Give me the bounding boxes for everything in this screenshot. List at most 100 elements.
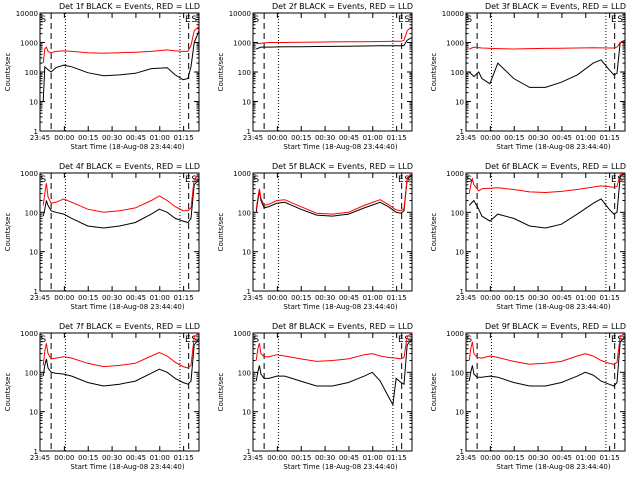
series-line-events (42, 30, 200, 102)
chart-panel-1: Det 1f BLACK = Events, RED = LLD 1 10 100 10… (4, 2, 200, 151)
x-tick-label: 01:15 (387, 134, 407, 142)
x-axis-label: Start Time (18-Aug-08 23:44:40) (496, 463, 610, 471)
x-tick-label: 23:45 (30, 294, 50, 302)
event-marker-e: E (398, 175, 404, 185)
y-axis-label: Counts/sec (4, 213, 12, 252)
plot-frame (252, 12, 413, 132)
x-tick-label: 00:00 (480, 454, 500, 462)
x-tick-label: 00:15 (78, 294, 98, 302)
y-tick-label: 1000 (446, 330, 464, 338)
series-line-events (42, 178, 200, 229)
event-marker-s: S (40, 15, 46, 25)
y-tick-label: 1 (247, 448, 251, 456)
x-tick-label: 00:15 (504, 294, 524, 302)
y-tick-label: 100 (25, 369, 38, 377)
x-tick-label: 23:45 (30, 454, 50, 462)
series-line-lld (469, 40, 626, 50)
x-axis-label: Start Time (18-Aug-08 23:44:40) (70, 303, 184, 311)
event-marker-s: S (466, 15, 472, 25)
x-tick-label: 00:45 (339, 454, 359, 462)
x-tick-label: 01:00 (576, 134, 596, 142)
chart-title: Det 9f BLACK = Events, RED = LLD (485, 322, 626, 331)
chart-title: Det 3f BLACK = Events, RED = LLD (485, 2, 626, 11)
plot-frame (39, 332, 200, 452)
x-tick-label: 01:15 (600, 134, 620, 142)
x-tick-label: 01:15 (387, 454, 407, 462)
y-axis-label: Counts/sec (217, 213, 225, 252)
x-tick-label: 00:15 (78, 454, 98, 462)
chart-panel-5: Det 5f BLACK = Events, RED = LLD 1 10 100 10… (217, 162, 413, 311)
chart-panel-8: Det 8f BLACK = Events, RED = LLD 1 10 100 10… (217, 322, 413, 471)
x-axis-label: Start Time (18-Aug-08 23:44:40) (496, 143, 610, 151)
x-tick-label: 01:00 (363, 294, 383, 302)
series-line-lld (256, 26, 413, 45)
series-line-lld (42, 174, 200, 213)
y-tick-label: 10000 (442, 10, 464, 18)
x-tick-label: 00:45 (126, 294, 146, 302)
chart-title: Det 1f BLACK = Events, RED = LLD (59, 2, 200, 11)
y-tick-label: 10 (455, 99, 464, 107)
x-tick-label: 00:15 (504, 134, 524, 142)
y-tick-label: 10 (29, 249, 38, 257)
x-tick-label: 01:00 (150, 134, 170, 142)
y-tick-label: 1000 (233, 330, 251, 338)
x-tick-label: 23:45 (456, 454, 476, 462)
event-marker-e: E (611, 335, 617, 345)
series-line-events (256, 36, 413, 50)
y-tick-label: 1000 (20, 40, 38, 48)
x-tick-label: 00:45 (552, 294, 572, 302)
event-marker-s: S (466, 335, 472, 345)
plot-frame (39, 172, 200, 292)
y-tick-label: 1 (34, 128, 38, 136)
x-tick-label: 01:00 (363, 454, 383, 462)
event-marker-s: S (404, 335, 410, 345)
event-marker-e: E (185, 15, 191, 25)
y-tick-label: 1 (460, 288, 464, 296)
y-axis-label: Counts/sec (217, 373, 225, 412)
y-tick-label: 1 (460, 128, 464, 136)
y-tick-label: 1000 (20, 170, 38, 178)
y-tick-label: 100 (25, 69, 38, 77)
y-axis-label: Counts/sec (4, 53, 12, 92)
x-tick-label: 23:45 (243, 134, 263, 142)
plot-frame (39, 12, 200, 132)
chart-title: Det 4f BLACK = Events, RED = LLD (59, 162, 200, 171)
event-marker-s: S (466, 175, 472, 185)
x-axis-label: Start Time (18-Aug-08 23:44:40) (70, 463, 184, 471)
series-line-events (468, 39, 626, 88)
x-tick-label: 01:15 (600, 454, 620, 462)
x-tick-label: 01:15 (600, 294, 620, 302)
x-tick-label: 00:15 (78, 134, 98, 142)
chart-panel-7: Det 7f BLACK = Events, RED = LLD 1 10 100 10… (4, 322, 200, 471)
event-marker-s: S (404, 15, 410, 25)
x-axis-label: Start Time (18-Aug-08 23:44:40) (496, 303, 610, 311)
event-marker-s: S (253, 15, 259, 25)
y-tick-label: 10 (242, 409, 251, 417)
x-tick-label: 00:00 (267, 454, 287, 462)
chart-panel-4: Det 4f BLACK = Events, RED = LLD 1 10 100 10… (4, 162, 200, 311)
x-tick-label: 00:15 (291, 454, 311, 462)
chart-panel-9: Det 9f BLACK = Events, RED = LLD 1 10 100 10… (430, 322, 626, 471)
y-axis-label: Counts/sec (430, 53, 438, 92)
y-tick-label: 1000 (446, 40, 464, 48)
y-tick-label: 10000 (16, 10, 38, 18)
x-tick-label: 00:15 (291, 294, 311, 302)
x-tick-label: 00:15 (291, 134, 311, 142)
x-tick-label: 01:00 (150, 454, 170, 462)
x-tick-label: 00:00 (54, 134, 74, 142)
series-line-lld (468, 172, 626, 194)
x-tick-label: 00:00 (267, 294, 287, 302)
y-tick-label: 10000 (229, 10, 251, 18)
y-axis-label: Counts/sec (430, 213, 438, 252)
x-axis-label: Start Time (18-Aug-08 23:44:40) (283, 143, 397, 151)
chart-title: Det 6f BLACK = Events, RED = LLD (485, 162, 626, 171)
event-marker-s: S (253, 335, 259, 345)
x-tick-label: 00:30 (528, 454, 548, 462)
x-tick-label: 00:45 (552, 134, 572, 142)
series-line-events (255, 338, 413, 407)
x-tick-label: 00:00 (54, 294, 74, 302)
y-tick-label: 1000 (20, 330, 38, 338)
x-tick-label: 00:30 (315, 454, 335, 462)
y-tick-label: 10 (29, 99, 38, 107)
